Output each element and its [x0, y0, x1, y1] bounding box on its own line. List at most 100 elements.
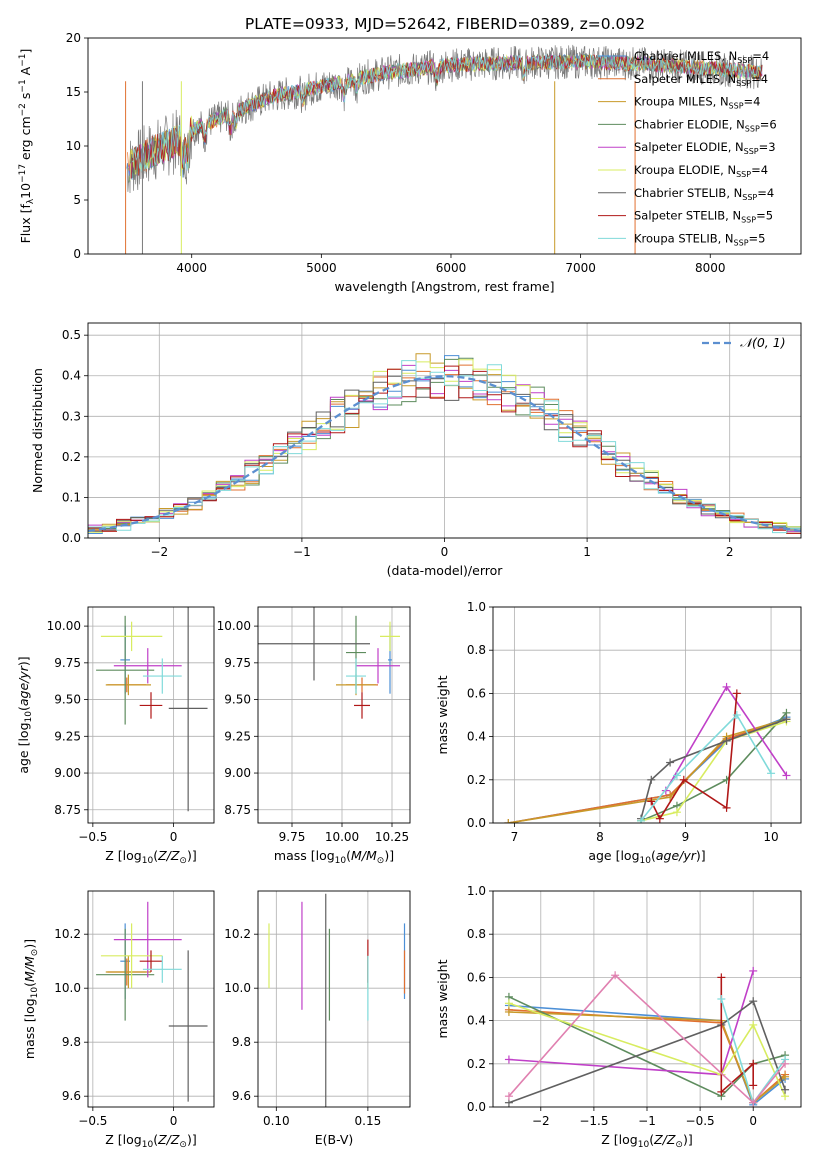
legend-label-chabrier_miles: Chabrier MILES, NSSP=4: [634, 49, 769, 65]
panel-weight_vs_Z: −2 −1.5 −1 −0.5 0 0.0 0.2 0.4 0.6 0.8 1.0 Z [log10(…: [435, 884, 802, 1150]
legend-label-rest: =5: [749, 231, 766, 245]
legend-label-sub: SSP: [745, 124, 760, 133]
y-axis-label-part: −1: [18, 54, 28, 67]
y-axis-label-part: (: [22, 982, 37, 987]
y-tick-label: 0.4: [467, 1014, 486, 1028]
y-axis-label-part: −1: [18, 79, 28, 92]
legend-label-main: Kroupa MILES, N: [634, 95, 729, 109]
y-tick-label: 0.2: [467, 773, 486, 787]
plot-area-mass_vs_ebv: [268, 893, 406, 1107]
y-tick-label: 0.1: [62, 490, 81, 504]
y-tick-label: 0.8: [467, 643, 486, 657]
x-axis-label-part: (: [651, 848, 656, 863]
y-tick-label: 0.3: [62, 409, 81, 423]
x-axis-label: age [log10(age/yr)]: [588, 848, 705, 866]
x-axis-label-part: )]: [696, 848, 706, 863]
y-tick-label: 10: [66, 139, 81, 153]
legend-label-rest: =4: [751, 163, 768, 177]
x-tick-label: −1: [638, 1114, 656, 1128]
x-axis-label: Z [log10(Z/Z⊙)]: [105, 1132, 196, 1150]
y-axis-label: Flux [fλ10−17 erg cm−2 s−1 A−1]: [18, 49, 36, 244]
legend-label-rest: =4: [751, 72, 768, 86]
y-tick-label: 9.75: [224, 656, 251, 670]
x-axis-label-part: (: [649, 1132, 654, 1147]
y-tick-label: 0.4: [62, 369, 81, 383]
panel-residuals: −2 −1 0 1 2 0.0 0.1 0.2 0.3 0.4 0.5 (data-model)/er…: [30, 322, 802, 578]
y-tick-label: 9.6: [232, 1089, 251, 1103]
y-axis-label: mass [log10(M/M⊙)]: [22, 939, 40, 1059]
weight-line-chabrier_stelib: [508, 999, 786, 1104]
y-tick-label: 9.8: [232, 1035, 251, 1049]
legend-label-main: Chabrier ELODIE, N: [634, 117, 745, 131]
legend-label-rest: =4: [757, 186, 774, 200]
y-axis-label: mass weight: [435, 675, 450, 754]
x-axis-label-part: ⊙: [675, 1140, 683, 1150]
x-tick-label: 0: [749, 1114, 757, 1128]
y-axis-label-part: −17: [18, 164, 28, 183]
y-axis-label-part: (: [16, 706, 31, 711]
normal-curve: [88, 375, 801, 533]
legend-label-chabrier_stelib: Chabrier STELIB, NSSP=4: [634, 186, 774, 202]
y-tick-label: 0.2: [467, 1057, 486, 1071]
legend-label-main: Salpeter STELIB, N: [634, 209, 741, 223]
figure-title: PLATE=0933, MJD=52642, FIBERID=0389, z=0…: [245, 15, 645, 33]
x-tick-label: −2: [150, 545, 168, 559]
y-tick-label: 5: [73, 193, 81, 207]
x-axis-label-part: )]: [683, 1132, 693, 1147]
y-axis-label-part: ]: [18, 49, 33, 54]
y-tick-label: 9.75: [54, 656, 81, 670]
y-axis-label-part: )]: [16, 656, 31, 666]
axes-frame: [492, 606, 802, 824]
y-axis-label: mass weight: [435, 959, 450, 1038]
y-tick-label: 0.0: [62, 531, 81, 545]
y-tick-label: 8.75: [54, 803, 81, 817]
x-axis-label-part: Z [log: [105, 848, 141, 863]
y-axis-label-part: mass weight: [435, 959, 450, 1038]
panel-mass_vs_Z: −0.5 09.69.810.010.2Z [log10(Z/Z⊙)]mass […: [22, 890, 215, 1150]
x-axis-label-part: )]: [187, 1132, 197, 1147]
y-tick-label: 20: [66, 31, 81, 45]
x-axis-label-part: age [log: [588, 848, 639, 863]
x-axis-label-part: 10: [640, 856, 652, 866]
legend-label-salpeter_miles: Salpeter MILES, NSSP=4: [634, 72, 768, 88]
x-axis-label: wavelength [Angstrom, rest frame]: [334, 279, 554, 294]
panel-age_vs_mass: 9.75 10.00 10.25 8.75 9.00 9.25 9.50 9.75 10.00 m…: [217, 606, 411, 866]
x-tick-label: 8: [596, 830, 604, 844]
weight-line-chabrier_stelib: [640, 718, 787, 819]
x-tick-label: 4000: [176, 261, 207, 275]
axes-frame: [87, 37, 802, 255]
x-tick-label: 1: [583, 545, 591, 559]
legend-label-rest: =4: [752, 49, 769, 63]
y-tick-label: 10.2: [224, 927, 251, 941]
weight-line-kroupa_stelib: [640, 713, 772, 822]
legend-label-salpeter_stelib: Salpeter STELIB, NSSP=5: [634, 209, 773, 225]
x-tick-label: 7000: [565, 261, 596, 275]
x-tick-label: 9.75: [279, 830, 306, 844]
y-tick-label: 0.0: [467, 1100, 486, 1114]
x-axis-label-part: ⊙: [179, 1140, 187, 1150]
legend-label-kroupa_miles: Kroupa MILES, NSSP=4: [634, 95, 760, 111]
axes-frame: [87, 890, 215, 1108]
x-axis-label-part: ⊙: [179, 856, 187, 866]
model-line-kroupa_stelib: [131, 53, 762, 172]
y-axis-label-part: −2: [18, 103, 28, 116]
plot-area-age_vs_Z: [96, 607, 208, 812]
legend: Chabrier MILES, NSSP=4 Salpeter MILES, NS…: [598, 49, 777, 247]
x-axis-label-part: M/M: [351, 848, 377, 863]
y-tick-label: 9.8: [62, 1035, 81, 1049]
x-tick-label: 7: [511, 830, 519, 844]
x-axis-label-part: Z [log: [601, 1132, 637, 1147]
y-tick-label: 9.25: [54, 729, 81, 743]
axes-frame: [87, 322, 802, 539]
x-axis-label-part: age/yr: [656, 848, 697, 863]
y-axis-label-part: mass weight: [435, 675, 450, 754]
x-tick-label: 10.25: [375, 830, 409, 844]
x-tick-label: 6000: [436, 261, 467, 275]
x-axis-label-part: Z [log: [105, 1132, 141, 1147]
y-tick-label: 15: [66, 85, 81, 99]
plot-area-spectrum: [125, 44, 763, 254]
x-axis-label-part: mass [log: [274, 848, 335, 863]
x-axis-label-part: Z/Z: [157, 1132, 180, 1147]
x-axis-label-part: Z/Z: [653, 1132, 676, 1147]
